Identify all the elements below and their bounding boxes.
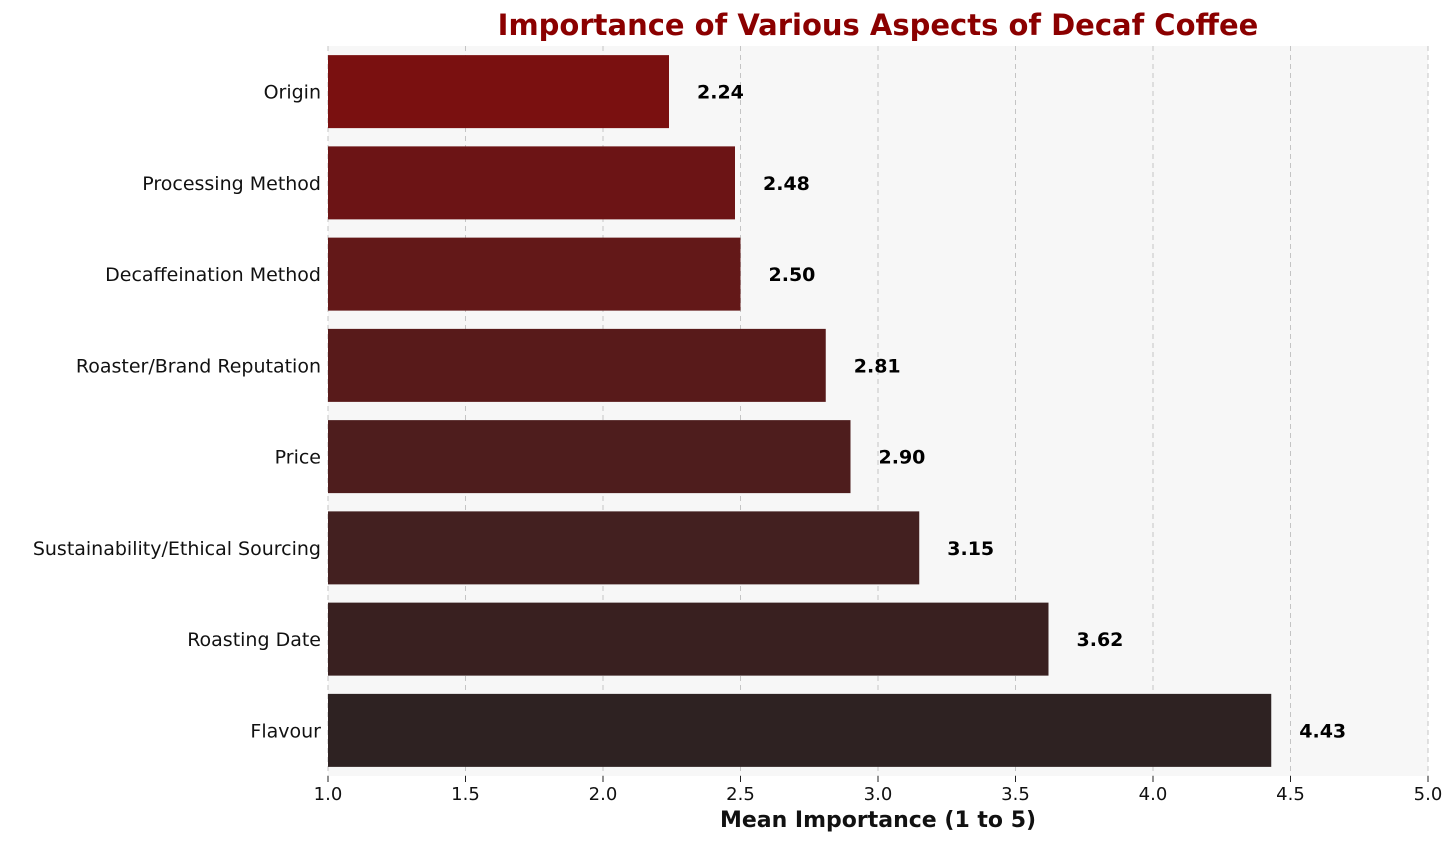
bar — [328, 146, 735, 220]
category-label: Origin — [264, 82, 321, 104]
bar — [328, 693, 1272, 767]
value-label: 3.62 — [1077, 629, 1124, 651]
category-label: Sustainability/Ethical Sourcing — [33, 538, 321, 560]
x-tick-label: 1.5 — [451, 784, 480, 805]
x-axis-ticks: 1.0 1.5 2.0 2.5 3.0 3.5 4.0 4.5 5.0 — [314, 776, 1443, 805]
bar — [328, 328, 826, 402]
value-label: 2.48 — [763, 173, 810, 195]
x-tick-label: 1.0 — [314, 784, 343, 805]
x-tick-label: 4.0 — [1139, 784, 1168, 805]
value-label: 3.15 — [947, 538, 994, 560]
x-axis-title: Mean Importance (1 to 5) — [720, 808, 1036, 833]
bar — [328, 55, 669, 129]
x-tick-label: 3.5 — [1001, 784, 1030, 805]
category-label: Roasting Date — [187, 629, 321, 651]
value-label: 4.43 — [1299, 720, 1346, 742]
value-labels: 2.24 2.48 2.50 2.81 2.90 3.15 3.62 4.43 — [697, 82, 1346, 743]
bar — [328, 237, 741, 311]
category-label: Price — [275, 447, 321, 469]
category-labels: Origin Processing Method Decaffeination Me… — [33, 82, 321, 743]
bar — [328, 602, 1049, 676]
value-label: 2.50 — [769, 264, 816, 286]
category-label: Flavour — [250, 720, 321, 742]
category-label: Processing Method — [142, 173, 321, 195]
x-tick-label: 4.5 — [1276, 784, 1305, 805]
bar — [328, 420, 851, 494]
x-tick-label: 3.0 — [864, 784, 893, 805]
value-label: 2.24 — [697, 82, 744, 104]
bars — [328, 55, 1272, 767]
x-tick-label: 2.0 — [589, 784, 618, 805]
category-label: Roaster/Brand Reputation — [76, 355, 321, 377]
value-label: 2.90 — [879, 447, 926, 469]
bar — [328, 511, 920, 585]
chart-title: Importance of Various Aspects of Decaf C… — [497, 8, 1259, 42]
value-label: 2.81 — [854, 355, 901, 377]
x-tick-label: 2.5 — [726, 784, 755, 805]
x-tick-label: 5.0 — [1414, 784, 1443, 805]
category-label: Decaffeination Method — [105, 264, 321, 286]
